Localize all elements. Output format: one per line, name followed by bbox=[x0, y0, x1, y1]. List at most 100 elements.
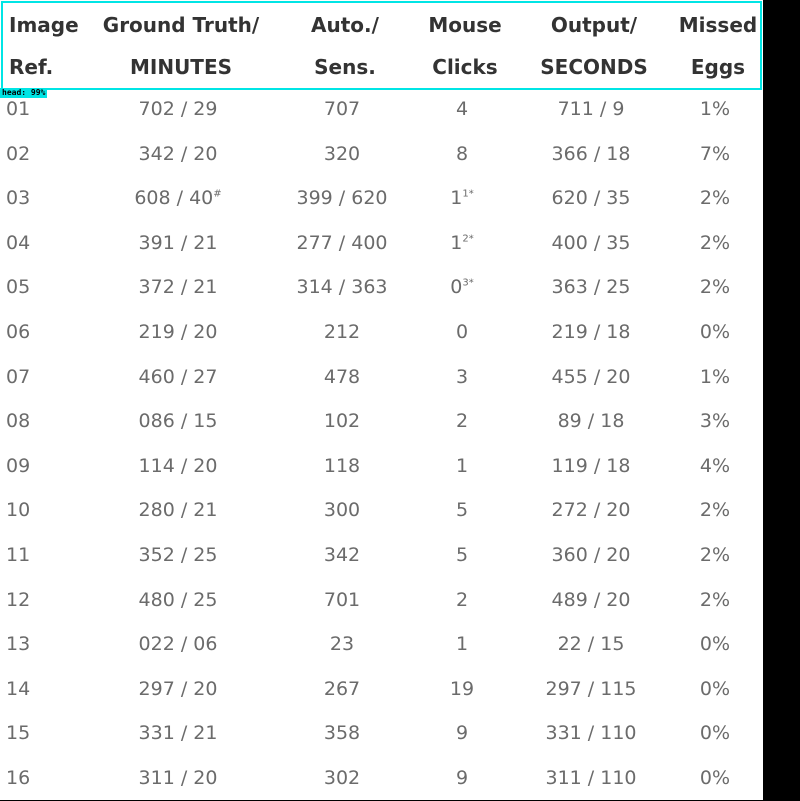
cell-missed-eggs-value: 2% bbox=[699, 588, 731, 611]
cell-mouse-clicks: 1 bbox=[412, 444, 512, 489]
cell-output-seconds: 455 / 20 bbox=[512, 355, 670, 400]
cell-ground-truth: 280 / 21 bbox=[98, 488, 258, 533]
cell-ground-truth-value: 608 / 40 bbox=[134, 187, 214, 210]
header-image-ref-line1: Image bbox=[9, 12, 79, 37]
header-output-seconds-line2: SECONDS bbox=[540, 54, 648, 79]
cell-ground-truth: 086 / 15 bbox=[98, 399, 258, 444]
cell-mouse-clicks: 03* bbox=[412, 265, 512, 310]
cell-ground-truth: 391 / 21 bbox=[98, 221, 258, 266]
cell-output-seconds: 366 / 18 bbox=[512, 132, 670, 177]
cell-auto-sens-value: 399 / 620 bbox=[296, 187, 388, 210]
detection-label: head: 99% bbox=[0, 88, 48, 98]
cell-auto-sens: 302 bbox=[272, 756, 412, 801]
cell-auto-sens: 23 bbox=[272, 622, 412, 667]
cell-image-ref-value: 14 bbox=[6, 677, 31, 700]
cell-auto-sens-value: 707 bbox=[323, 98, 361, 120]
cell-mouse-clicks-value: 1 bbox=[450, 187, 463, 210]
cell-missed-eggs: 7% bbox=[670, 132, 760, 177]
header-image-ref-line2: Ref. bbox=[9, 54, 54, 79]
cell-auto-sens: 267 bbox=[272, 667, 412, 712]
cell-mouse-clicks-footnote: 2* bbox=[462, 233, 474, 245]
cell-auto-sens-value: 277 / 400 bbox=[296, 231, 388, 254]
cell-output-seconds-value: 711 / 9 bbox=[557, 98, 625, 120]
cell-auto-sens: 118 bbox=[272, 444, 412, 489]
cell-mouse-clicks-footnote: 3* bbox=[462, 278, 474, 290]
cell-mouse-clicks-value: 9 bbox=[455, 722, 469, 745]
table-row: 05 372 / 21 314 / 363 03* 363 / 25 2% bbox=[0, 265, 763, 310]
cell-mouse-clicks: 11* bbox=[412, 176, 512, 221]
cell-auto-sens: 300 bbox=[272, 488, 412, 533]
cell-auto-sens: 314 / 363 bbox=[272, 265, 412, 310]
cell-output-seconds-value: 331 / 110 bbox=[545, 722, 637, 745]
cell-missed-eggs-value: 0% bbox=[699, 766, 731, 789]
cell-mouse-clicks-value: 5 bbox=[455, 543, 469, 566]
header-mouse-clicks-line2: Clicks bbox=[432, 54, 498, 79]
cell-missed-eggs: 2% bbox=[670, 176, 760, 221]
cell-output-seconds: 311 / 110 bbox=[512, 756, 670, 801]
table-row: 09 114 / 20 118 1 119 / 18 4% bbox=[0, 444, 763, 489]
cell-missed-eggs: 2% bbox=[670, 533, 760, 578]
cell-output-seconds-value: 455 / 20 bbox=[551, 365, 631, 388]
cell-image-ref: 11 bbox=[6, 533, 30, 578]
cell-image-ref-value: 03 bbox=[6, 187, 31, 210]
table-row: 06 219 / 20 212 0 219 / 18 0% bbox=[0, 310, 763, 355]
cell-missed-eggs-value: 1% bbox=[699, 98, 731, 120]
cell-ground-truth-value: 311 / 20 bbox=[138, 766, 218, 789]
cell-auto-sens-value: 102 bbox=[323, 410, 361, 433]
cell-image-ref-value: 08 bbox=[6, 410, 31, 433]
cell-mouse-clicks-value: 4 bbox=[455, 98, 469, 120]
cell-mouse-clicks: 0 bbox=[412, 310, 512, 355]
cell-image-ref: 14 bbox=[6, 667, 30, 712]
cell-ground-truth: 342 / 20 bbox=[98, 132, 258, 177]
cell-image-ref: 03 bbox=[6, 176, 30, 221]
cell-mouse-clicks: 5 bbox=[412, 488, 512, 533]
cell-image-ref: 05 bbox=[6, 265, 30, 310]
cell-ground-truth-value: 331 / 21 bbox=[138, 722, 218, 745]
cell-ground-truth-value: 372 / 21 bbox=[138, 276, 218, 299]
cell-output-seconds: 272 / 20 bbox=[512, 488, 670, 533]
table-row: 15 331 / 21 358 9 331 / 110 0% bbox=[0, 711, 763, 756]
cell-missed-eggs: 4% bbox=[670, 444, 760, 489]
cell-auto-sens: 320 bbox=[272, 132, 412, 177]
cell-mouse-clicks: 1 bbox=[412, 622, 512, 667]
table-row: 10 280 / 21 300 5 272 / 20 2% bbox=[0, 488, 763, 533]
cell-missed-eggs: 2% bbox=[670, 221, 760, 266]
cell-missed-eggs: 1% bbox=[670, 355, 760, 400]
cell-output-seconds-value: 620 / 35 bbox=[551, 187, 631, 210]
cell-ground-truth: 352 / 25 bbox=[98, 533, 258, 578]
cell-auto-sens-value: 267 bbox=[323, 677, 361, 700]
cell-missed-eggs-value: 2% bbox=[699, 543, 731, 566]
cell-mouse-clicks-value: 1 bbox=[450, 231, 463, 254]
cell-missed-eggs-value: 0% bbox=[699, 677, 731, 700]
cell-ground-truth-value: 114 / 20 bbox=[138, 454, 218, 477]
cell-output-seconds-value: 311 / 110 bbox=[545, 766, 637, 789]
cell-missed-eggs: 2% bbox=[670, 265, 760, 310]
cell-output-seconds: 620 / 35 bbox=[512, 176, 670, 221]
cell-ground-truth-value: 480 / 25 bbox=[138, 588, 218, 611]
cell-output-seconds-value: 89 / 18 bbox=[557, 410, 625, 433]
cell-mouse-clicks: 4 bbox=[412, 87, 512, 132]
cell-auto-sens: 478 bbox=[272, 355, 412, 400]
cell-image-ref-value: 04 bbox=[6, 231, 31, 254]
cell-output-seconds: 363 / 25 bbox=[512, 265, 670, 310]
cell-image-ref: 16 bbox=[6, 756, 30, 801]
cell-missed-eggs-value: 4% bbox=[699, 454, 731, 477]
table-row: 08 086 / 15 102 2 89 / 18 3% bbox=[0, 399, 763, 444]
cell-auto-sens: 358 bbox=[272, 711, 412, 756]
cell-ground-truth: 114 / 20 bbox=[98, 444, 258, 489]
cell-mouse-clicks-value: 19 bbox=[449, 677, 475, 700]
table-row: 02 342 / 20 320 8 366 / 18 7% bbox=[0, 132, 763, 177]
cell-auto-sens-value: 302 bbox=[323, 766, 361, 789]
cell-auto-sens-value: 342 bbox=[323, 543, 361, 566]
cell-mouse-clicks-value: 0 bbox=[450, 276, 463, 299]
header-auto-sens-line1: Auto./ bbox=[311, 12, 379, 37]
table-row: 11 352 / 25 342 5 360 / 20 2% bbox=[0, 533, 763, 578]
cell-mouse-clicks-footnote: 1* bbox=[462, 188, 474, 200]
cell-output-seconds: 119 / 18 bbox=[512, 444, 670, 489]
cell-auto-sens-value: 320 bbox=[323, 142, 361, 165]
cell-image-ref: 13 bbox=[6, 622, 30, 667]
cell-mouse-clicks: 3 bbox=[412, 355, 512, 400]
cell-mouse-clicks: 8 bbox=[412, 132, 512, 177]
cell-mouse-clicks-value: 0 bbox=[455, 320, 469, 343]
cell-mouse-clicks: 19 bbox=[412, 667, 512, 712]
